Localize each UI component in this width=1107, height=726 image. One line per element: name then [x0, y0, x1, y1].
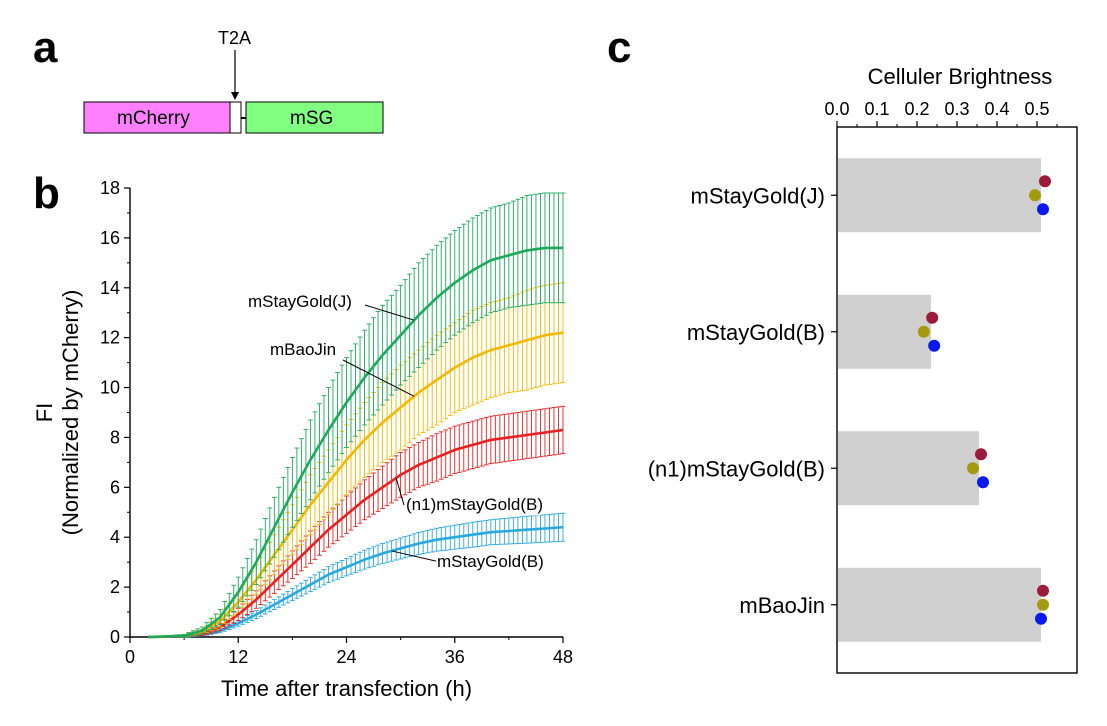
- annotation-leader-line: [342, 359, 415, 397]
- replicate-dot: [975, 448, 987, 461]
- x-axis-title: Time after transfection (h): [221, 676, 472, 701]
- annotation-leader-line: [391, 550, 441, 563]
- y-axis-title-line1: FI: [32, 403, 57, 423]
- top-tick-label: 0.4: [984, 99, 1009, 119]
- y-tick-label: 18: [100, 178, 120, 198]
- t2a-box: [229, 101, 242, 134]
- series-line: [147, 428, 564, 639]
- replicate-dot: [926, 311, 939, 324]
- top-tick-label: 0.5: [1024, 99, 1049, 119]
- y-tick-label: 8: [110, 427, 120, 447]
- series-mBaoJin: [147, 282, 566, 639]
- replicate-dot: [1037, 598, 1049, 611]
- replicate-dot: [1037, 584, 1049, 597]
- y-tick-label: 12: [100, 328, 120, 348]
- series-line: [147, 246, 563, 639]
- msg-label: mSG: [290, 108, 333, 129]
- replicate-dot: [977, 476, 989, 489]
- replicate-dot: [967, 462, 979, 475]
- top-tick-label: 0.1: [864, 99, 889, 119]
- category-label: mStayGold(J): [691, 183, 825, 208]
- top-tick-label: 0.3: [944, 99, 969, 119]
- bar-chart: Celluler Brightness 0.0 0.1 0.2 0.3 0.4 0.5 mSt…: [648, 64, 1078, 674]
- annotation-leader-line: [364, 304, 415, 321]
- x-tick-label: 48: [553, 647, 573, 667]
- series-(n1)mStayGold(B): [147, 405, 566, 639]
- replicate-dot: [1035, 612, 1047, 625]
- series-line: [147, 525, 564, 639]
- x-tick-label: 12: [228, 647, 248, 667]
- mcherry-label: mCherry: [117, 108, 190, 129]
- annotation-label: mStayGold(J): [248, 292, 352, 311]
- category-label: mStayGold(B): [687, 320, 825, 345]
- top-tick-label: 0.0: [824, 99, 849, 119]
- y-tick-label: 2: [110, 577, 120, 597]
- annotation-label: (n1)mStayGold(B): [406, 495, 543, 514]
- series-line: [147, 331, 564, 639]
- replicate-dot: [917, 325, 930, 338]
- bar: [838, 431, 979, 506]
- bar: [838, 158, 1041, 233]
- annotation-label: mBaoJin: [270, 340, 336, 359]
- series-mStayGold(B): [147, 512, 566, 639]
- bar: [838, 294, 931, 369]
- category-label: (n1)mStayGold(B): [648, 456, 825, 481]
- replicate-dot: [1029, 189, 1041, 202]
- y-axis-title-line2: (Normalized by mCherry): [58, 290, 83, 536]
- y-tick-label: 4: [110, 527, 120, 547]
- replicate-dot: [1037, 203, 1049, 216]
- x-tick-label: 0: [125, 647, 135, 667]
- replicate-dot: [1039, 175, 1051, 188]
- y-tick-label: 10: [100, 378, 120, 398]
- panel-label-c: c: [607, 23, 631, 72]
- panel-label-b: b: [33, 169, 60, 218]
- replicate-dot: [928, 339, 941, 352]
- t2a-arrowhead: [231, 92, 239, 100]
- y-tick-label: 6: [110, 477, 120, 497]
- x-tick-label: 36: [445, 647, 465, 667]
- annotation-label: mStayGold(B): [437, 552, 544, 571]
- t2a-label: T2A: [218, 28, 251, 48]
- annotation-leader-line: [395, 477, 405, 506]
- top-tick-label: 0.2: [904, 99, 929, 119]
- x-tick-label: 24: [336, 647, 356, 667]
- msg-box: [245, 101, 384, 134]
- y-tick-label: 16: [100, 228, 120, 248]
- y-tick-label: 14: [100, 278, 120, 298]
- y-tick-label: 0: [110, 627, 120, 647]
- bar: [838, 567, 1041, 642]
- panel-label-a: a: [33, 23, 58, 72]
- category-label: mBaoJin: [739, 593, 825, 618]
- bar-chart-title: Celluler Brightness: [868, 64, 1053, 89]
- series-mStayGold(J): [147, 192, 566, 639]
